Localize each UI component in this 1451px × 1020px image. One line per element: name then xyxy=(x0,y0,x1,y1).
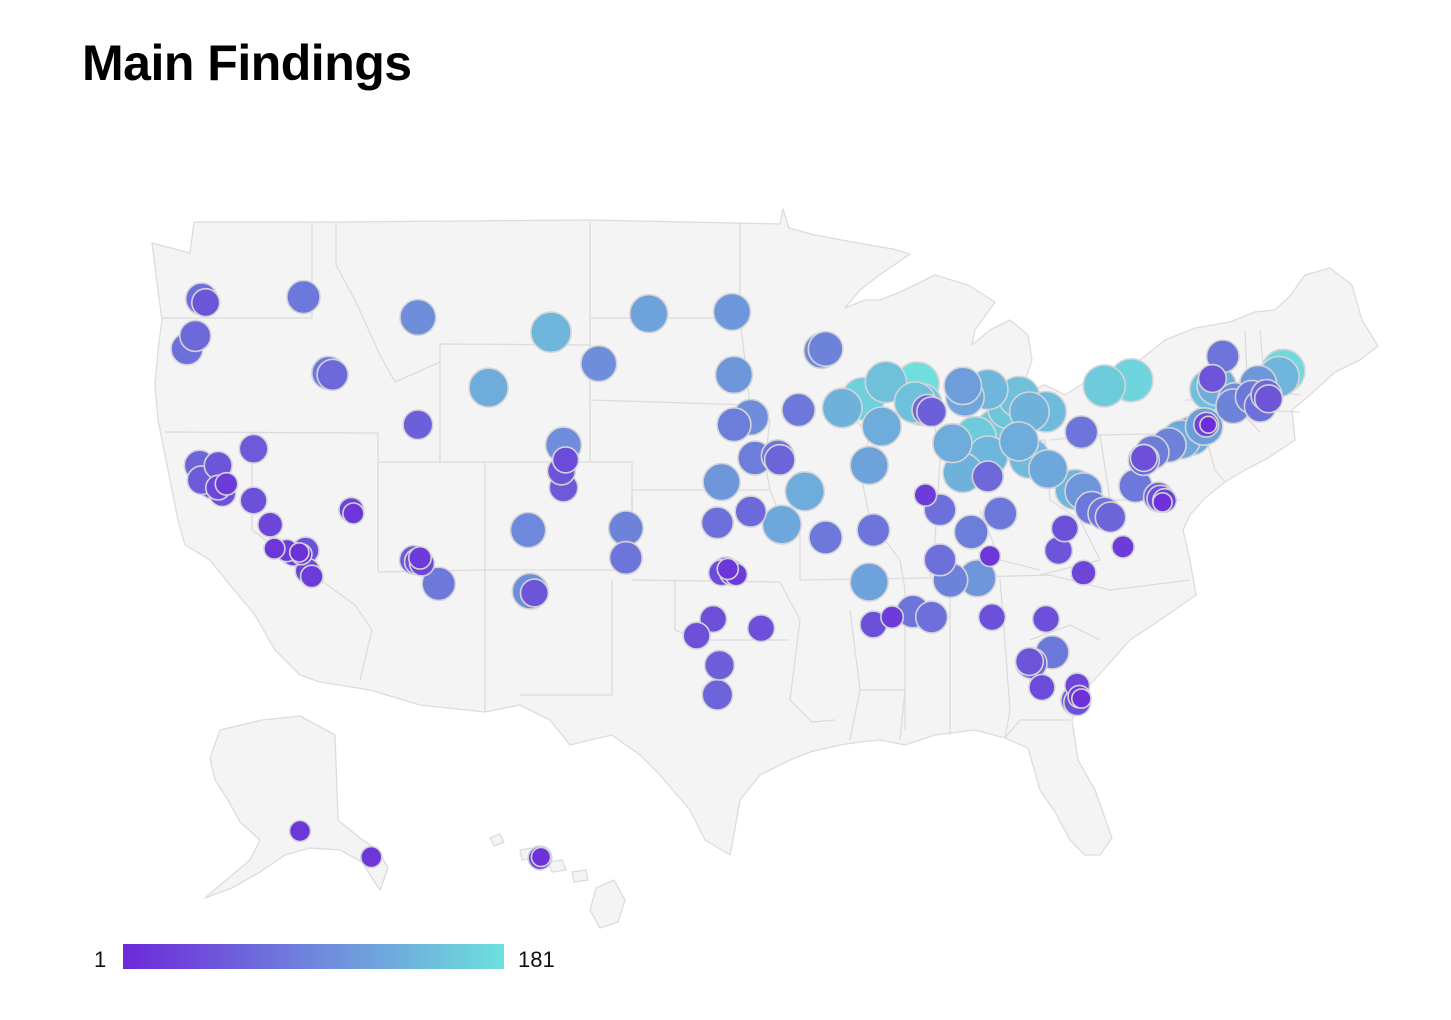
city-marker[interactable] xyxy=(977,602,1007,632)
alaska-shape xyxy=(204,715,389,899)
city-marker[interactable] xyxy=(712,292,752,332)
city-marker[interactable] xyxy=(978,544,1002,568)
city-marker[interactable] xyxy=(1031,604,1061,634)
city-marker[interactable] xyxy=(509,511,547,549)
city-marker[interactable] xyxy=(316,358,349,392)
city-marker[interactable] xyxy=(1199,415,1218,434)
city-marker[interactable] xyxy=(682,621,711,650)
city-marker[interactable] xyxy=(914,600,949,634)
city-marker[interactable] xyxy=(1050,514,1080,543)
legend-max-label: 181 xyxy=(518,947,555,972)
city-marker[interactable] xyxy=(608,540,644,576)
city-marker[interactable] xyxy=(239,486,268,515)
markers-layer xyxy=(170,279,1306,871)
page-title: Main Findings xyxy=(82,35,412,91)
city-marker[interactable] xyxy=(761,504,803,545)
color-legend: 1 181 xyxy=(0,940,600,976)
city-marker[interactable] xyxy=(421,566,457,602)
city-marker[interactable] xyxy=(191,287,221,318)
city-marker[interactable] xyxy=(1014,646,1045,677)
city-marker[interactable] xyxy=(734,495,768,528)
city-marker[interactable] xyxy=(342,502,365,525)
city-marker[interactable] xyxy=(971,460,1005,493)
city-marker[interactable] xyxy=(861,406,903,447)
hawaii-shape xyxy=(489,833,626,929)
city-marker[interactable] xyxy=(238,433,269,464)
city-marker[interactable] xyxy=(1027,449,1069,490)
city-marker[interactable] xyxy=(551,446,580,474)
city-marker[interactable] xyxy=(807,330,844,368)
city-marker[interactable] xyxy=(716,407,752,443)
legend-gradient-bar xyxy=(123,944,504,969)
city-marker[interactable] xyxy=(763,443,796,476)
city-marker[interactable] xyxy=(856,512,891,548)
city-marker[interactable] xyxy=(1152,491,1173,513)
city-marker[interactable] xyxy=(953,514,989,550)
city-marker[interactable] xyxy=(714,355,754,395)
city-marker[interactable] xyxy=(607,510,645,547)
city-marker[interactable] xyxy=(700,506,735,540)
city-marker[interactable] xyxy=(399,298,437,337)
city-marker[interactable] xyxy=(1197,363,1228,394)
legend-min-label: 1 xyxy=(94,947,107,972)
city-marker[interactable] xyxy=(923,543,957,577)
city-marker[interactable] xyxy=(702,462,741,502)
city-marker[interactable] xyxy=(1111,534,1136,559)
city-marker[interactable] xyxy=(781,392,816,428)
city-marker[interactable] xyxy=(299,564,324,589)
city-marker[interactable] xyxy=(943,366,983,406)
city-marker[interactable] xyxy=(880,605,905,630)
city-marker[interactable] xyxy=(932,422,973,464)
city-marker[interactable] xyxy=(982,496,1018,531)
city-marker[interactable] xyxy=(263,537,286,560)
city-marker[interactable] xyxy=(746,613,776,643)
city-marker[interactable] xyxy=(998,421,1040,462)
city-marker[interactable] xyxy=(716,557,740,581)
city-marker[interactable] xyxy=(703,649,736,681)
city-marker[interactable] xyxy=(1028,673,1056,702)
city-marker[interactable] xyxy=(286,279,321,315)
city-marker[interactable] xyxy=(1094,501,1127,534)
city-marker[interactable] xyxy=(849,562,890,602)
city-marker[interactable] xyxy=(580,344,618,383)
city-marker[interactable] xyxy=(257,511,284,538)
city-marker[interactable] xyxy=(530,846,552,868)
city-marker[interactable] xyxy=(468,367,509,409)
city-marker[interactable] xyxy=(1129,443,1159,473)
city-marker[interactable] xyxy=(1070,559,1097,586)
city-marker[interactable] xyxy=(519,578,550,608)
city-marker[interactable] xyxy=(214,471,239,496)
land-layer xyxy=(151,208,1379,929)
city-marker[interactable] xyxy=(1082,364,1127,408)
city-marker[interactable] xyxy=(628,293,669,334)
city-marker[interactable] xyxy=(359,845,383,869)
city-marker[interactable] xyxy=(288,819,312,843)
city-marker[interactable] xyxy=(784,470,826,512)
city-marker[interactable] xyxy=(1064,415,1099,450)
city-marker[interactable] xyxy=(530,311,572,354)
city-marker[interactable] xyxy=(179,319,212,353)
city-marker[interactable] xyxy=(1253,384,1284,414)
city-marker[interactable] xyxy=(821,387,863,429)
city-marker[interactable] xyxy=(915,396,948,428)
city-marker[interactable] xyxy=(808,520,844,555)
city-marker[interactable] xyxy=(1071,688,1092,709)
city-marker[interactable] xyxy=(288,542,310,563)
city-marker[interactable] xyxy=(849,445,890,486)
city-marker[interactable] xyxy=(402,409,434,441)
city-marker[interactable] xyxy=(407,545,432,570)
city-marker[interactable] xyxy=(913,482,938,507)
city-marker[interactable] xyxy=(701,678,734,711)
